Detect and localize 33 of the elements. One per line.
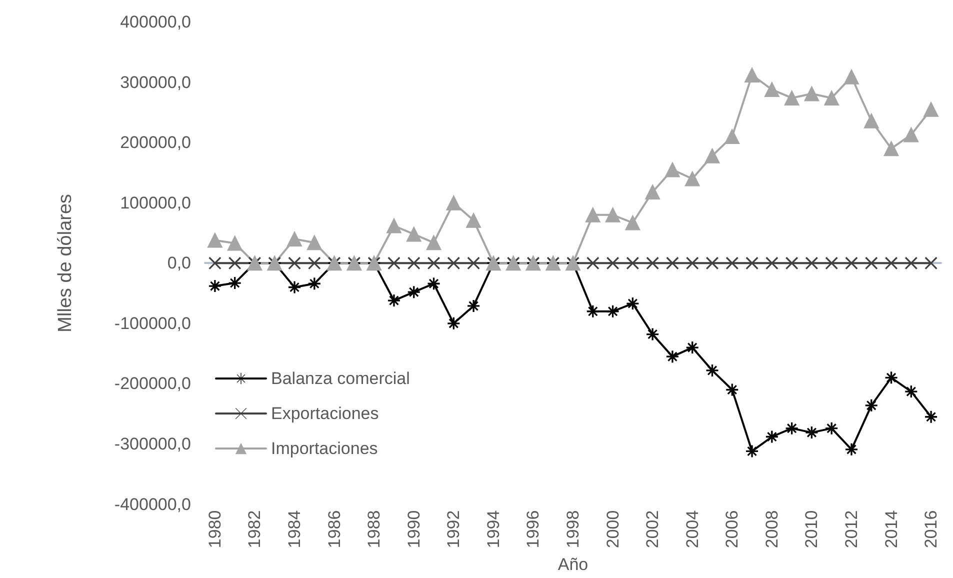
x-tick-label: 1986 xyxy=(324,510,344,548)
x-tick-label: 1980 xyxy=(205,510,224,548)
legend-label: Exportaciones xyxy=(271,404,379,423)
y-tick-label: -200000,0 xyxy=(114,374,191,394)
y-tick-label: 0,0 xyxy=(167,254,191,273)
x-tick-label: 2012 xyxy=(842,510,861,548)
x-tick-label: 1996 xyxy=(524,510,543,548)
legend-label: Importaciones xyxy=(271,439,378,458)
legend-label: Balanza comercial xyxy=(271,369,410,388)
x-tick-label: 2008 xyxy=(762,510,782,548)
y-tick-label: 200000,0 xyxy=(120,133,191,152)
x-tick-label: 2016 xyxy=(922,510,941,548)
x-axis-title: Año xyxy=(558,555,588,574)
x-tick-label: 1992 xyxy=(444,510,464,548)
x-tick-label: 1982 xyxy=(245,510,264,548)
y-tick-label: 300000,0 xyxy=(120,72,191,92)
x-tick-label: 1984 xyxy=(285,510,304,548)
x-tick-label: 2014 xyxy=(882,510,901,548)
x-tick-label: 2010 xyxy=(802,510,822,548)
x-tick-label: 2004 xyxy=(682,510,702,548)
x-tick-label: 1998 xyxy=(564,510,582,548)
x-tick-label: 2006 xyxy=(722,510,742,548)
x-tick-label: 1988 xyxy=(364,510,384,548)
x-tick-label: 1994 xyxy=(484,510,503,548)
y-axis-title: Mlles de dólares xyxy=(55,194,76,332)
y-tick-label: 100000,0 xyxy=(120,193,191,212)
x-tick-label: 1990 xyxy=(404,510,424,548)
y-tick-label: -400000,0 xyxy=(114,494,191,514)
y-tick-label: -100000,0 xyxy=(114,314,191,333)
y-tick-label: -300000,0 xyxy=(114,434,191,454)
x-tick-label: 2002 xyxy=(643,510,662,548)
x-tick-label: 2000 xyxy=(603,510,622,548)
y-tick-label: 400000,0 xyxy=(120,12,191,32)
